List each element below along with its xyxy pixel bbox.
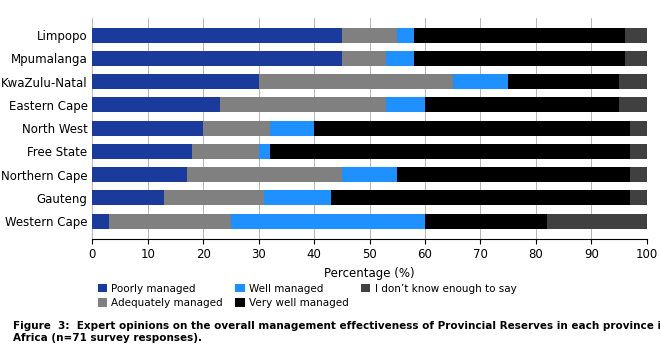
Bar: [220, 97, 386, 112]
Bar: [187, 167, 342, 182]
Bar: [624, 51, 647, 66]
Bar: [624, 28, 647, 43]
X-axis label: Percentage (%): Percentage (%): [324, 267, 415, 280]
Bar: [630, 190, 647, 205]
Bar: [630, 144, 647, 159]
Legend: Poorly managed, Adequately managed, Well managed, Very well managed, I don’t kno: Poorly managed, Adequately managed, Well…: [98, 284, 516, 308]
Bar: [619, 97, 647, 112]
Bar: [397, 28, 414, 43]
Bar: [397, 167, 630, 182]
Bar: [92, 28, 342, 43]
Bar: [270, 120, 314, 136]
Bar: [425, 97, 619, 112]
Bar: [92, 190, 164, 205]
Bar: [92, 120, 203, 136]
Bar: [414, 28, 624, 43]
Bar: [342, 51, 386, 66]
Bar: [630, 120, 647, 136]
Bar: [342, 167, 397, 182]
Bar: [314, 120, 630, 136]
Bar: [92, 144, 192, 159]
Bar: [92, 74, 259, 89]
Bar: [203, 120, 270, 136]
Bar: [192, 144, 259, 159]
Bar: [92, 97, 220, 112]
Bar: [231, 213, 425, 229]
Bar: [630, 167, 647, 182]
Text: Figure  3:  Expert opinions on the overall management effectiveness of Provincia: Figure 3: Expert opinions on the overall…: [13, 321, 660, 343]
Bar: [92, 51, 342, 66]
Bar: [386, 51, 414, 66]
Bar: [331, 190, 630, 205]
Bar: [259, 74, 453, 89]
Bar: [92, 213, 109, 229]
Bar: [425, 213, 547, 229]
Bar: [453, 74, 508, 89]
Bar: [109, 213, 231, 229]
Bar: [259, 144, 270, 159]
Bar: [386, 97, 425, 112]
Bar: [508, 74, 619, 89]
Bar: [270, 144, 630, 159]
Bar: [264, 190, 331, 205]
Bar: [164, 190, 264, 205]
Bar: [92, 167, 187, 182]
Bar: [619, 74, 647, 89]
Bar: [342, 28, 397, 43]
Bar: [414, 51, 624, 66]
Bar: [547, 213, 647, 229]
